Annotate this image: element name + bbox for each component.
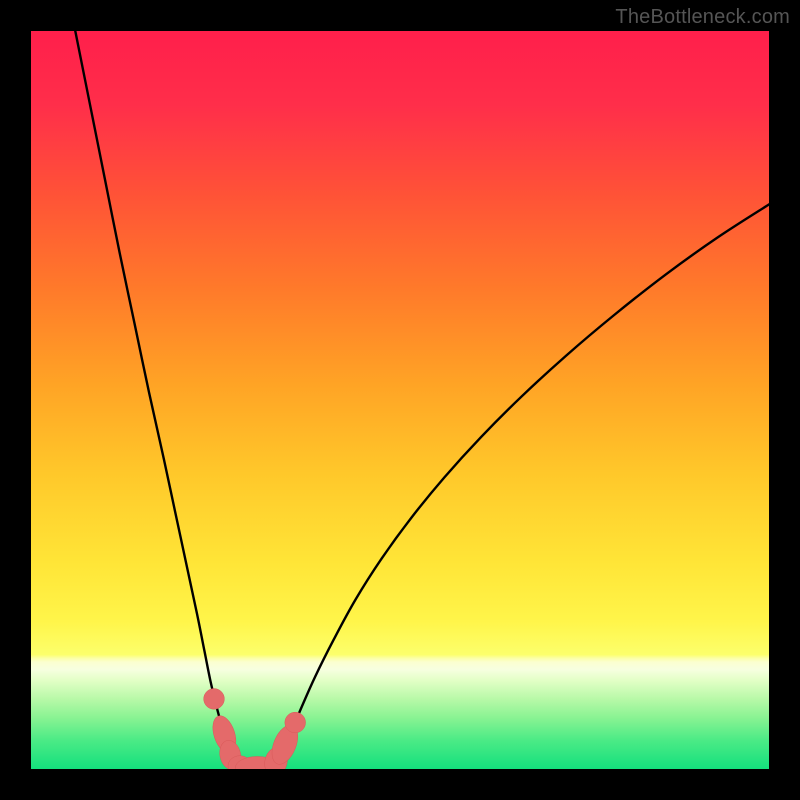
curve-path [271,204,769,769]
data-marker [285,712,306,733]
data-marker [204,689,225,710]
curve-path [75,31,243,769]
plot-area [31,31,769,769]
watermark-text: TheBottleneck.com [615,6,790,29]
curves-svg [31,31,769,769]
